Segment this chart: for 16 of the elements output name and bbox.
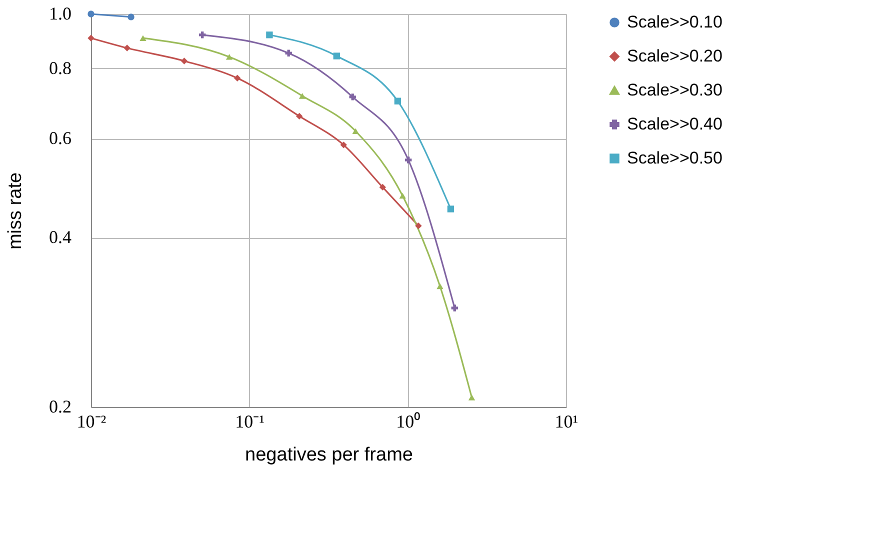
- legend-label: Scale>>0.30: [627, 80, 722, 100]
- y-tick-label: 0.6: [49, 128, 72, 148]
- x-tick-label: 10⁰: [396, 412, 420, 432]
- legend-label: Scale>>0.50: [627, 148, 722, 168]
- x-tick-label: 10⁻²: [76, 412, 106, 432]
- x-tick-label: 10⁻¹: [235, 412, 265, 432]
- y-tick-label: 0.2: [49, 396, 72, 416]
- x-tick-label: 10¹: [554, 412, 578, 432]
- legend-label: Scale>>0.20: [627, 46, 722, 66]
- x-axis-title: negatives per frame: [245, 444, 413, 466]
- legend-label: Scale>>0.40: [627, 114, 722, 134]
- y-tick-label: 0.4: [49, 227, 72, 248]
- legend-label: Scale>>0.10: [627, 12, 722, 32]
- y-tick-label: 0.8: [49, 58, 72, 78]
- y-tick-label: 1.0: [49, 4, 72, 24]
- y-axis-title: miss rate: [5, 172, 26, 250]
